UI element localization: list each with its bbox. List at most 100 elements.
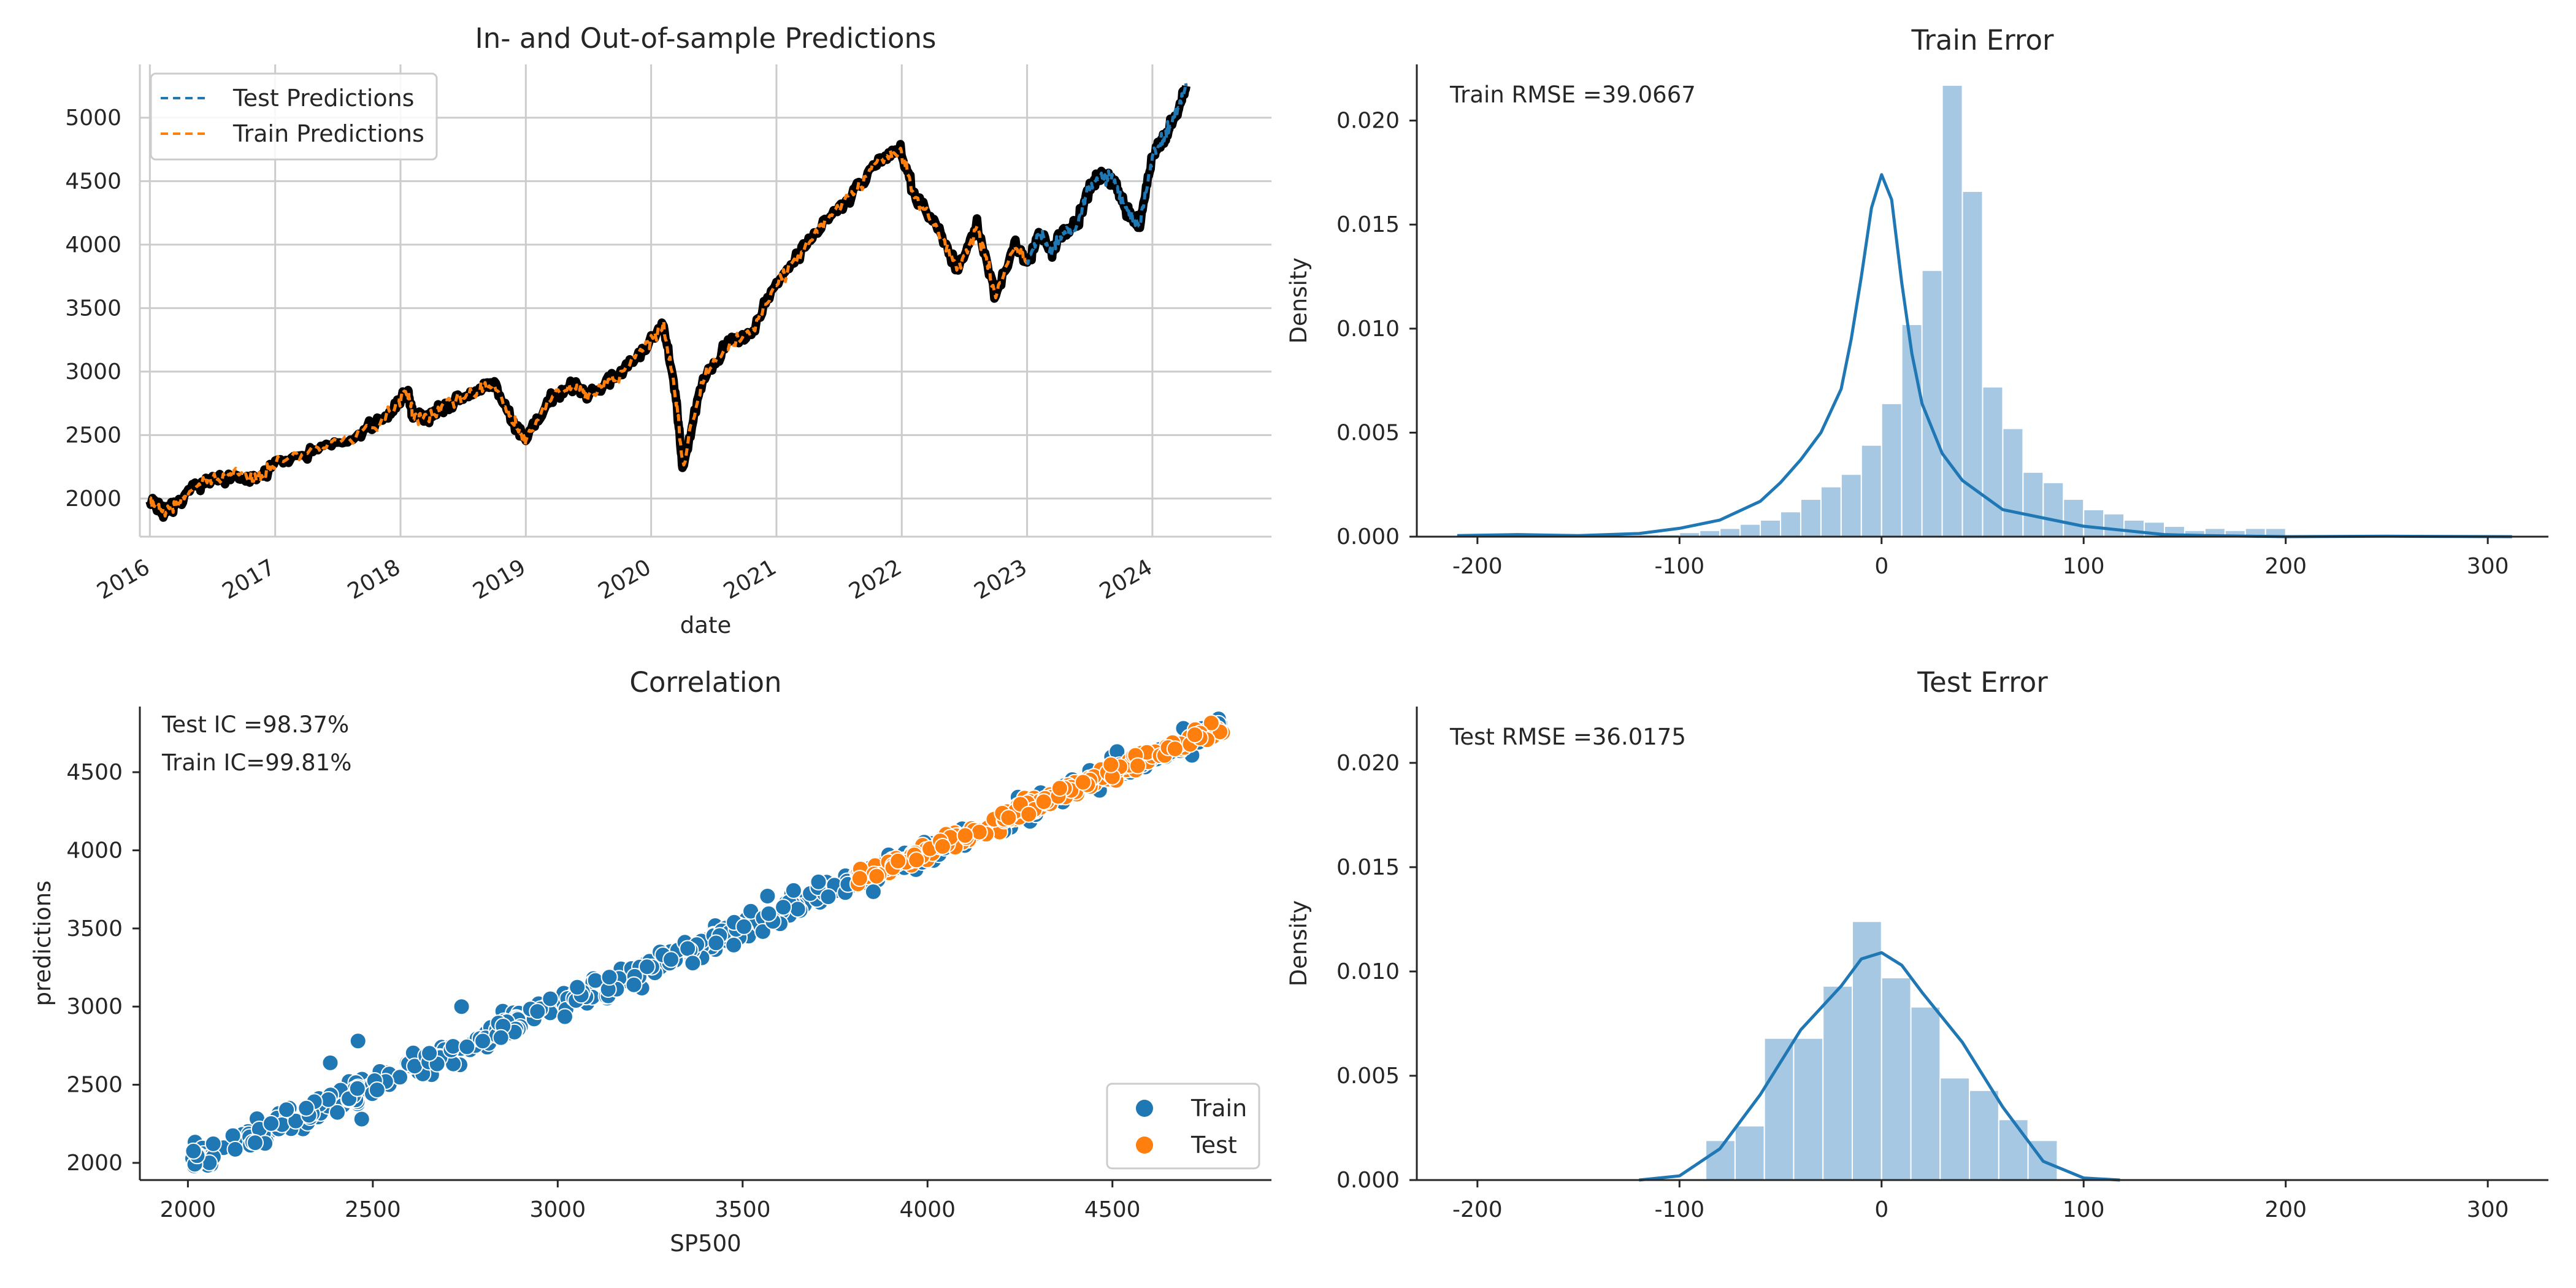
- chart-title: Train Error: [1911, 24, 2054, 56]
- train-point: [474, 1032, 492, 1050]
- y-tick-label: 0.020: [1336, 751, 1400, 776]
- train-point: [278, 1101, 296, 1119]
- x-tick-label: 2022: [845, 554, 906, 604]
- train-point: [204, 1135, 222, 1152]
- train-point: [725, 936, 743, 954]
- x-tick-label: 2021: [719, 554, 781, 604]
- y-tick-label: 0.015: [1336, 855, 1400, 880]
- y-axis-label: Density: [1286, 900, 1312, 987]
- test-point: [1000, 809, 1018, 827]
- x-tick-label: 2019: [469, 554, 530, 604]
- train-point: [391, 1068, 408, 1086]
- train-point: [529, 1003, 546, 1021]
- train-point: [348, 1079, 366, 1097]
- train-point: [775, 899, 792, 916]
- train-point: [569, 978, 586, 996]
- train-point: [679, 940, 697, 957]
- test-point: [908, 851, 926, 869]
- test-point: [1102, 756, 1120, 773]
- train-point: [638, 958, 656, 976]
- histogram-bar: [2002, 427, 2024, 537]
- y-tick-label: 3000: [65, 359, 121, 385]
- x-tick-label: 2018: [343, 554, 405, 604]
- y-tick-label: 0.020: [1336, 109, 1400, 134]
- train-point: [819, 888, 837, 906]
- train-point: [735, 918, 753, 935]
- histogram-bar: [1880, 402, 1903, 537]
- test-point: [1020, 805, 1038, 823]
- histogram-bar: [1760, 519, 1782, 538]
- x-tick-label: 300: [2467, 554, 2509, 579]
- x-tick-label: 2024: [1095, 554, 1157, 604]
- y-tick-label: 2000: [65, 486, 121, 512]
- legend-marker: [1136, 1137, 1153, 1154]
- legend-label: Test Predictions: [232, 85, 414, 112]
- x-tick-label: 4000: [899, 1197, 956, 1222]
- x-tick-label: -200: [1452, 554, 1503, 579]
- x-tick-label: 4500: [1084, 1197, 1141, 1222]
- ic-annotation: Train IC=99.81%: [161, 749, 351, 776]
- y-tick-label: 3500: [65, 296, 121, 321]
- test-point: [1166, 740, 1184, 757]
- histogram-bar: [1800, 498, 1822, 538]
- x-tick-label: 200: [2264, 1197, 2307, 1222]
- panel-test-error-histogram: Test Error -200 -100 0 100 200 300 0.000 0.005 0.…: [1286, 666, 2548, 1222]
- y-tick-label: 3500: [66, 916, 123, 941]
- train-point: [810, 873, 827, 891]
- train-point: [458, 1038, 476, 1056]
- histogram-bar: [1998, 1119, 2029, 1181]
- ic-annotation: Test IC =98.37%: [161, 711, 349, 738]
- y-tick-label: 0.010: [1336, 316, 1400, 342]
- train-point: [760, 905, 778, 922]
- histogram-bar: [1851, 921, 1882, 1181]
- histogram-bar: [1699, 529, 1721, 538]
- train-point: [684, 954, 702, 972]
- x-tick-label: 300: [2467, 1197, 2509, 1222]
- histogram-bar: [2123, 519, 2145, 538]
- chart-title: Correlation: [629, 666, 781, 699]
- histogram-bar: [2022, 471, 2044, 538]
- legend: Test Predictions Train Predictions: [150, 72, 438, 161]
- train-point: [185, 1142, 202, 1160]
- histogram-bar: [1982, 386, 2004, 538]
- rmse-annotation: Train RMSE =39.0667: [1449, 82, 1696, 108]
- x-tick-label: 2017: [218, 554, 280, 604]
- train-point: [707, 934, 725, 952]
- histogram-bar: [1840, 473, 1862, 538]
- test-point: [933, 838, 951, 855]
- test-point: [956, 827, 974, 845]
- train-point: [353, 1110, 370, 1128]
- histogram-bar: [1860, 444, 1882, 537]
- histogram-bar: [1921, 269, 1943, 537]
- y-tick-label: 0.000: [1336, 524, 1400, 550]
- y-tick-label: 0.015: [1336, 212, 1400, 237]
- train-point: [421, 1045, 439, 1062]
- x-tick-label: -100: [1654, 1197, 1704, 1222]
- train-point: [297, 1099, 315, 1117]
- train-point: [864, 883, 882, 900]
- kde-curve: [1457, 173, 2512, 539]
- chart-title: In- and Out-of-sample Predictions: [475, 22, 936, 55]
- train-point: [329, 1103, 346, 1121]
- y-tick-label: 2500: [65, 423, 121, 448]
- rmse-annotation: Test RMSE =36.0175: [1449, 724, 1686, 750]
- train-point: [759, 887, 776, 905]
- histogram-bar: [1880, 977, 1912, 1181]
- y-tick-label: 0.005: [1336, 1064, 1400, 1089]
- histogram-bar: [1822, 985, 1853, 1181]
- x-tick-label: 100: [2063, 1197, 2105, 1222]
- histogram-bar: [1739, 523, 1761, 538]
- x-axis-label: SP500: [670, 1230, 741, 1257]
- train-point: [226, 1140, 244, 1158]
- histogram-bar: [1941, 84, 1963, 537]
- y-tick-label: 4000: [65, 232, 121, 258]
- y-tick-label: 2000: [66, 1151, 123, 1176]
- test-point: [1186, 726, 1204, 743]
- test-point: [1129, 757, 1146, 775]
- histogram-bar: [1734, 1125, 1765, 1181]
- panel-train-error-histogram: Train Error -200 -100 0 100 200 300 0.000 0.005 0…: [1286, 24, 2548, 579]
- y-tick-label: 4500: [65, 169, 121, 194]
- y-axis-label: predictions: [29, 881, 56, 1006]
- histogram-bar: [2103, 513, 2125, 537]
- train-point: [492, 1029, 510, 1046]
